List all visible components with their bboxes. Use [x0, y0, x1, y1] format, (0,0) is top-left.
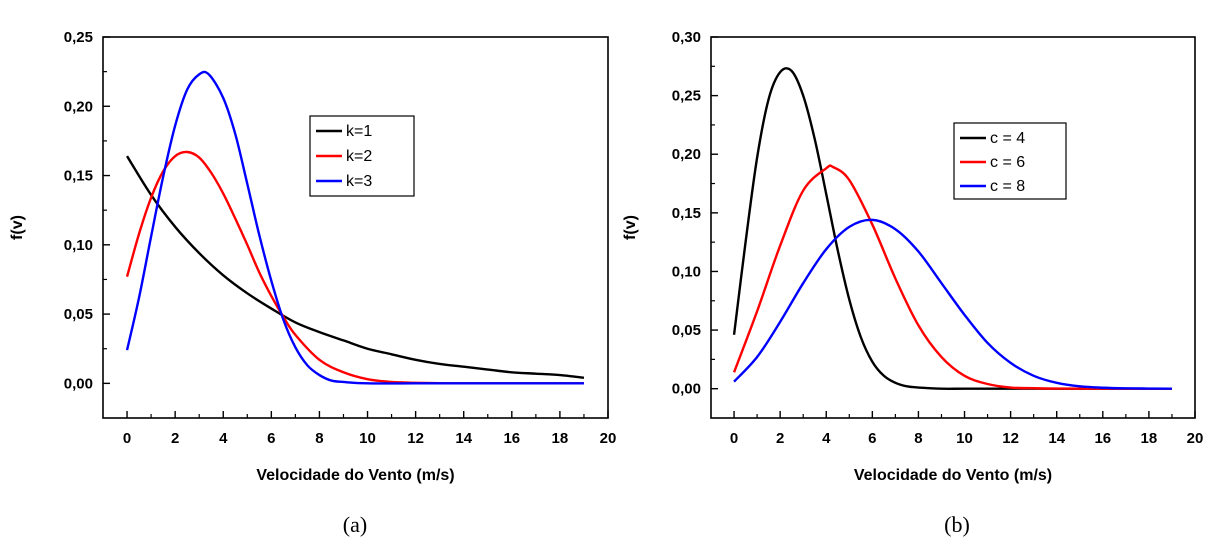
- y-tick-label: 0,00: [64, 375, 93, 392]
- legend-label: k=1: [346, 123, 372, 140]
- legend-label: k=3: [346, 173, 372, 190]
- plot-frame: [102, 36, 609, 419]
- x-tick-label: 2: [776, 430, 784, 447]
- panel-caption: (a): [343, 512, 367, 537]
- y-tick-label: 0,30: [672, 29, 701, 46]
- x-tick-label: 12: [407, 430, 424, 447]
- y-tick-label: 0,15: [672, 205, 701, 222]
- y-tick-label: 0,10: [64, 237, 93, 254]
- legend-label: c = 6: [990, 154, 1025, 171]
- legend-label: c = 8: [990, 178, 1025, 195]
- legend-label: c = 4: [990, 130, 1025, 147]
- x-tick-label: 20: [600, 430, 617, 447]
- x-tick-label: 18: [1141, 430, 1158, 447]
- x-tick-label: 14: [1048, 430, 1065, 447]
- x-tick-label: 4: [822, 430, 831, 447]
- panel-caption: (b): [944, 512, 970, 537]
- y-tick-label: 0,20: [64, 98, 93, 115]
- x-tick-label: 2: [171, 430, 179, 447]
- series-line: [732, 164, 1172, 390]
- chart-panel-b: 0 2 4 6 8 10 12 14 16 18 20 0,00 0,05 0,10 0,15 0,20 0,2…: [622, 29, 1203, 537]
- y-tick-label: 0,10: [672, 263, 701, 280]
- x-tick-label: 6: [868, 430, 876, 447]
- y-tick-label: 0,05: [64, 306, 93, 323]
- x-axis-title: Velocidade do Vento (m/s): [854, 467, 1052, 484]
- y-tick-label: 0,25: [64, 29, 93, 46]
- x-tick-label: 10: [956, 430, 973, 447]
- x-tick-label: 12: [1002, 430, 1019, 447]
- x-tick-label: 8: [315, 430, 323, 447]
- y-axis-title: f(v): [622, 215, 639, 240]
- x-tick-label: 16: [1094, 430, 1111, 447]
- x-tick-label: 6: [267, 430, 275, 447]
- x-tick-label: 0: [730, 430, 738, 447]
- series-line: [733, 218, 1172, 390]
- x-tick-label: 20: [1187, 430, 1204, 447]
- y-axis-title: f(v): [9, 215, 26, 240]
- y-tick-label: 0,00: [672, 381, 701, 398]
- series-line: [125, 70, 584, 385]
- x-tick-label: 10: [359, 430, 376, 447]
- chart-panel-a: 0 2 4 6 8 10 12 14 16 18 20 0,00 0,05 0,10 0,15 0,20 0,2…: [9, 29, 616, 537]
- x-tick-label: 4: [219, 430, 228, 447]
- series-line: [732, 67, 1172, 390]
- plot-frame: [710, 36, 1196, 419]
- y-tick-label: 0,05: [672, 322, 701, 339]
- x-tick-label: 0: [123, 430, 131, 447]
- series-line: [126, 155, 585, 380]
- x-tick-label: 18: [552, 430, 569, 447]
- x-tick-label: 14: [455, 430, 472, 447]
- y-tick-label: 0,25: [672, 88, 701, 105]
- legend-label: k=2: [346, 148, 372, 165]
- x-tick-label: 8: [914, 430, 922, 447]
- y-tick-label: 0,20: [672, 146, 701, 163]
- y-tick-label: 0,15: [64, 168, 93, 185]
- x-tick-label: 16: [503, 430, 520, 447]
- x-axis-title: Velocidade do Vento (m/s): [256, 467, 454, 484]
